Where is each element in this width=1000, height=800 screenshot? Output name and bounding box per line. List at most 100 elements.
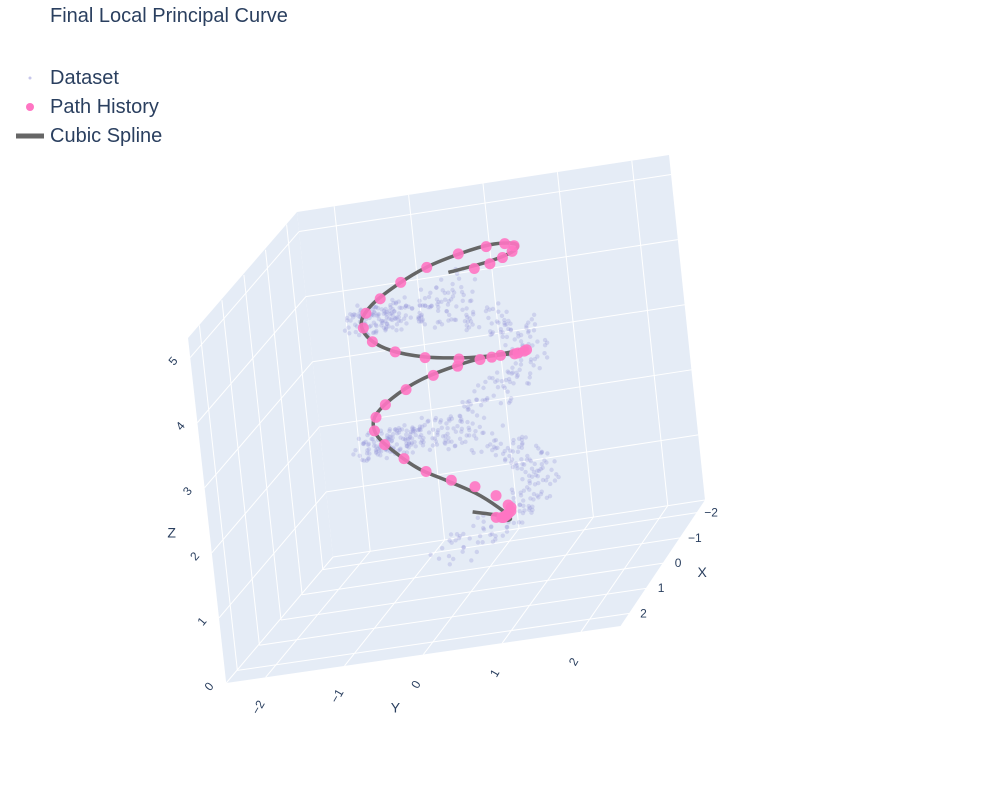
dataset-point <box>460 298 465 304</box>
dataset-point <box>502 322 508 328</box>
dataset-point <box>528 496 533 501</box>
dataset-point <box>525 330 531 335</box>
dataset-point <box>404 441 409 446</box>
dataset-point <box>439 425 445 431</box>
grid-line-back-z <box>326 434 699 493</box>
dataset-point <box>446 290 451 295</box>
dataset-point <box>348 318 353 323</box>
dataset-point <box>456 276 462 281</box>
dataset-point <box>451 556 456 562</box>
dataset-point <box>493 537 498 542</box>
path-history-point <box>521 344 533 356</box>
dataset-point <box>450 287 455 293</box>
dataset-point <box>500 330 505 335</box>
dataset-point <box>454 304 459 309</box>
dataset-point <box>399 305 404 311</box>
dataset-point <box>508 448 513 453</box>
dataset-point <box>510 370 515 375</box>
grid-line-back-z <box>298 174 672 233</box>
dataset-point <box>442 297 448 302</box>
grid-line-back-y <box>333 206 371 552</box>
dataset-point <box>463 439 468 445</box>
dataset-point <box>435 302 440 307</box>
dataset-point <box>502 385 507 391</box>
dataset-point <box>386 316 392 321</box>
dataset-point <box>502 448 507 454</box>
dataset-point <box>445 431 450 436</box>
dataset-point <box>389 439 394 444</box>
dataset-point <box>506 376 512 382</box>
dataset-point <box>402 295 407 300</box>
dataset-point <box>539 462 545 467</box>
dataset-point <box>491 393 496 398</box>
dataset-point <box>535 339 540 344</box>
dataset-point <box>405 436 411 442</box>
dataset-point <box>449 540 454 545</box>
dataset-point <box>476 324 482 330</box>
dataset-point <box>390 297 395 303</box>
y-tick-label: −1 <box>328 686 347 705</box>
grid-line-floor-y <box>580 505 669 632</box>
dataset-point <box>474 549 480 555</box>
dataset-point <box>532 356 538 362</box>
dataset-point <box>450 294 456 299</box>
dataset-point <box>373 330 379 335</box>
dataset-point <box>466 407 471 412</box>
z-axis-title: Z <box>167 524 176 540</box>
z-tick-label: 3 <box>180 484 195 498</box>
dataset-point <box>498 401 504 406</box>
dataset-point <box>426 304 431 310</box>
dataset-point <box>351 452 356 457</box>
dataset-point <box>420 303 425 308</box>
dataset-point <box>410 429 416 435</box>
y-tick-label: 1 <box>487 666 503 679</box>
dataset-point <box>420 319 425 324</box>
dataset-point <box>516 444 522 450</box>
path-history-point <box>379 439 391 451</box>
dataset-point <box>470 409 475 414</box>
dataset-point <box>503 456 508 462</box>
dataset-point <box>519 466 525 471</box>
dataset-point <box>378 449 384 454</box>
path-history-point <box>421 261 433 273</box>
dataset-point <box>449 416 455 421</box>
dataset-point <box>469 448 475 453</box>
dataset-point <box>489 431 495 436</box>
dataset-point <box>493 379 498 385</box>
grid-line-left-z <box>218 491 327 619</box>
dataset-point <box>506 370 511 375</box>
path-history-point <box>389 346 401 358</box>
dataset-point <box>430 427 436 432</box>
dataset-point <box>390 325 395 330</box>
dataset-point <box>499 378 505 384</box>
dataset-point <box>488 332 493 338</box>
dataset-point <box>363 439 368 445</box>
grid-line-left-z <box>211 426 320 554</box>
dataset-point <box>435 430 440 435</box>
dataset-point <box>434 442 440 447</box>
dataset-point <box>446 446 451 452</box>
dataset-point <box>388 311 393 317</box>
dataset-point <box>383 328 388 333</box>
legend-label-path-history: Path History <box>50 96 159 118</box>
dataset-point <box>370 307 375 312</box>
dataset-point <box>412 439 417 445</box>
dataset-point <box>468 402 473 407</box>
dataset-point <box>527 375 532 380</box>
dataset-point <box>532 322 538 327</box>
dataset-point <box>342 328 348 333</box>
dataset-point <box>375 452 380 457</box>
dataset-point <box>549 467 554 473</box>
dataset-point <box>418 287 424 292</box>
dataset-point <box>397 305 402 310</box>
dataset-point <box>554 472 559 477</box>
dataset-point <box>539 449 544 455</box>
dataset-point <box>518 339 524 344</box>
path-history-point <box>368 425 380 437</box>
dataset-point <box>456 536 462 541</box>
dataset-point <box>369 436 374 442</box>
dataset-point <box>403 303 409 308</box>
dataset-point <box>523 469 528 475</box>
dataset-point <box>384 455 390 461</box>
